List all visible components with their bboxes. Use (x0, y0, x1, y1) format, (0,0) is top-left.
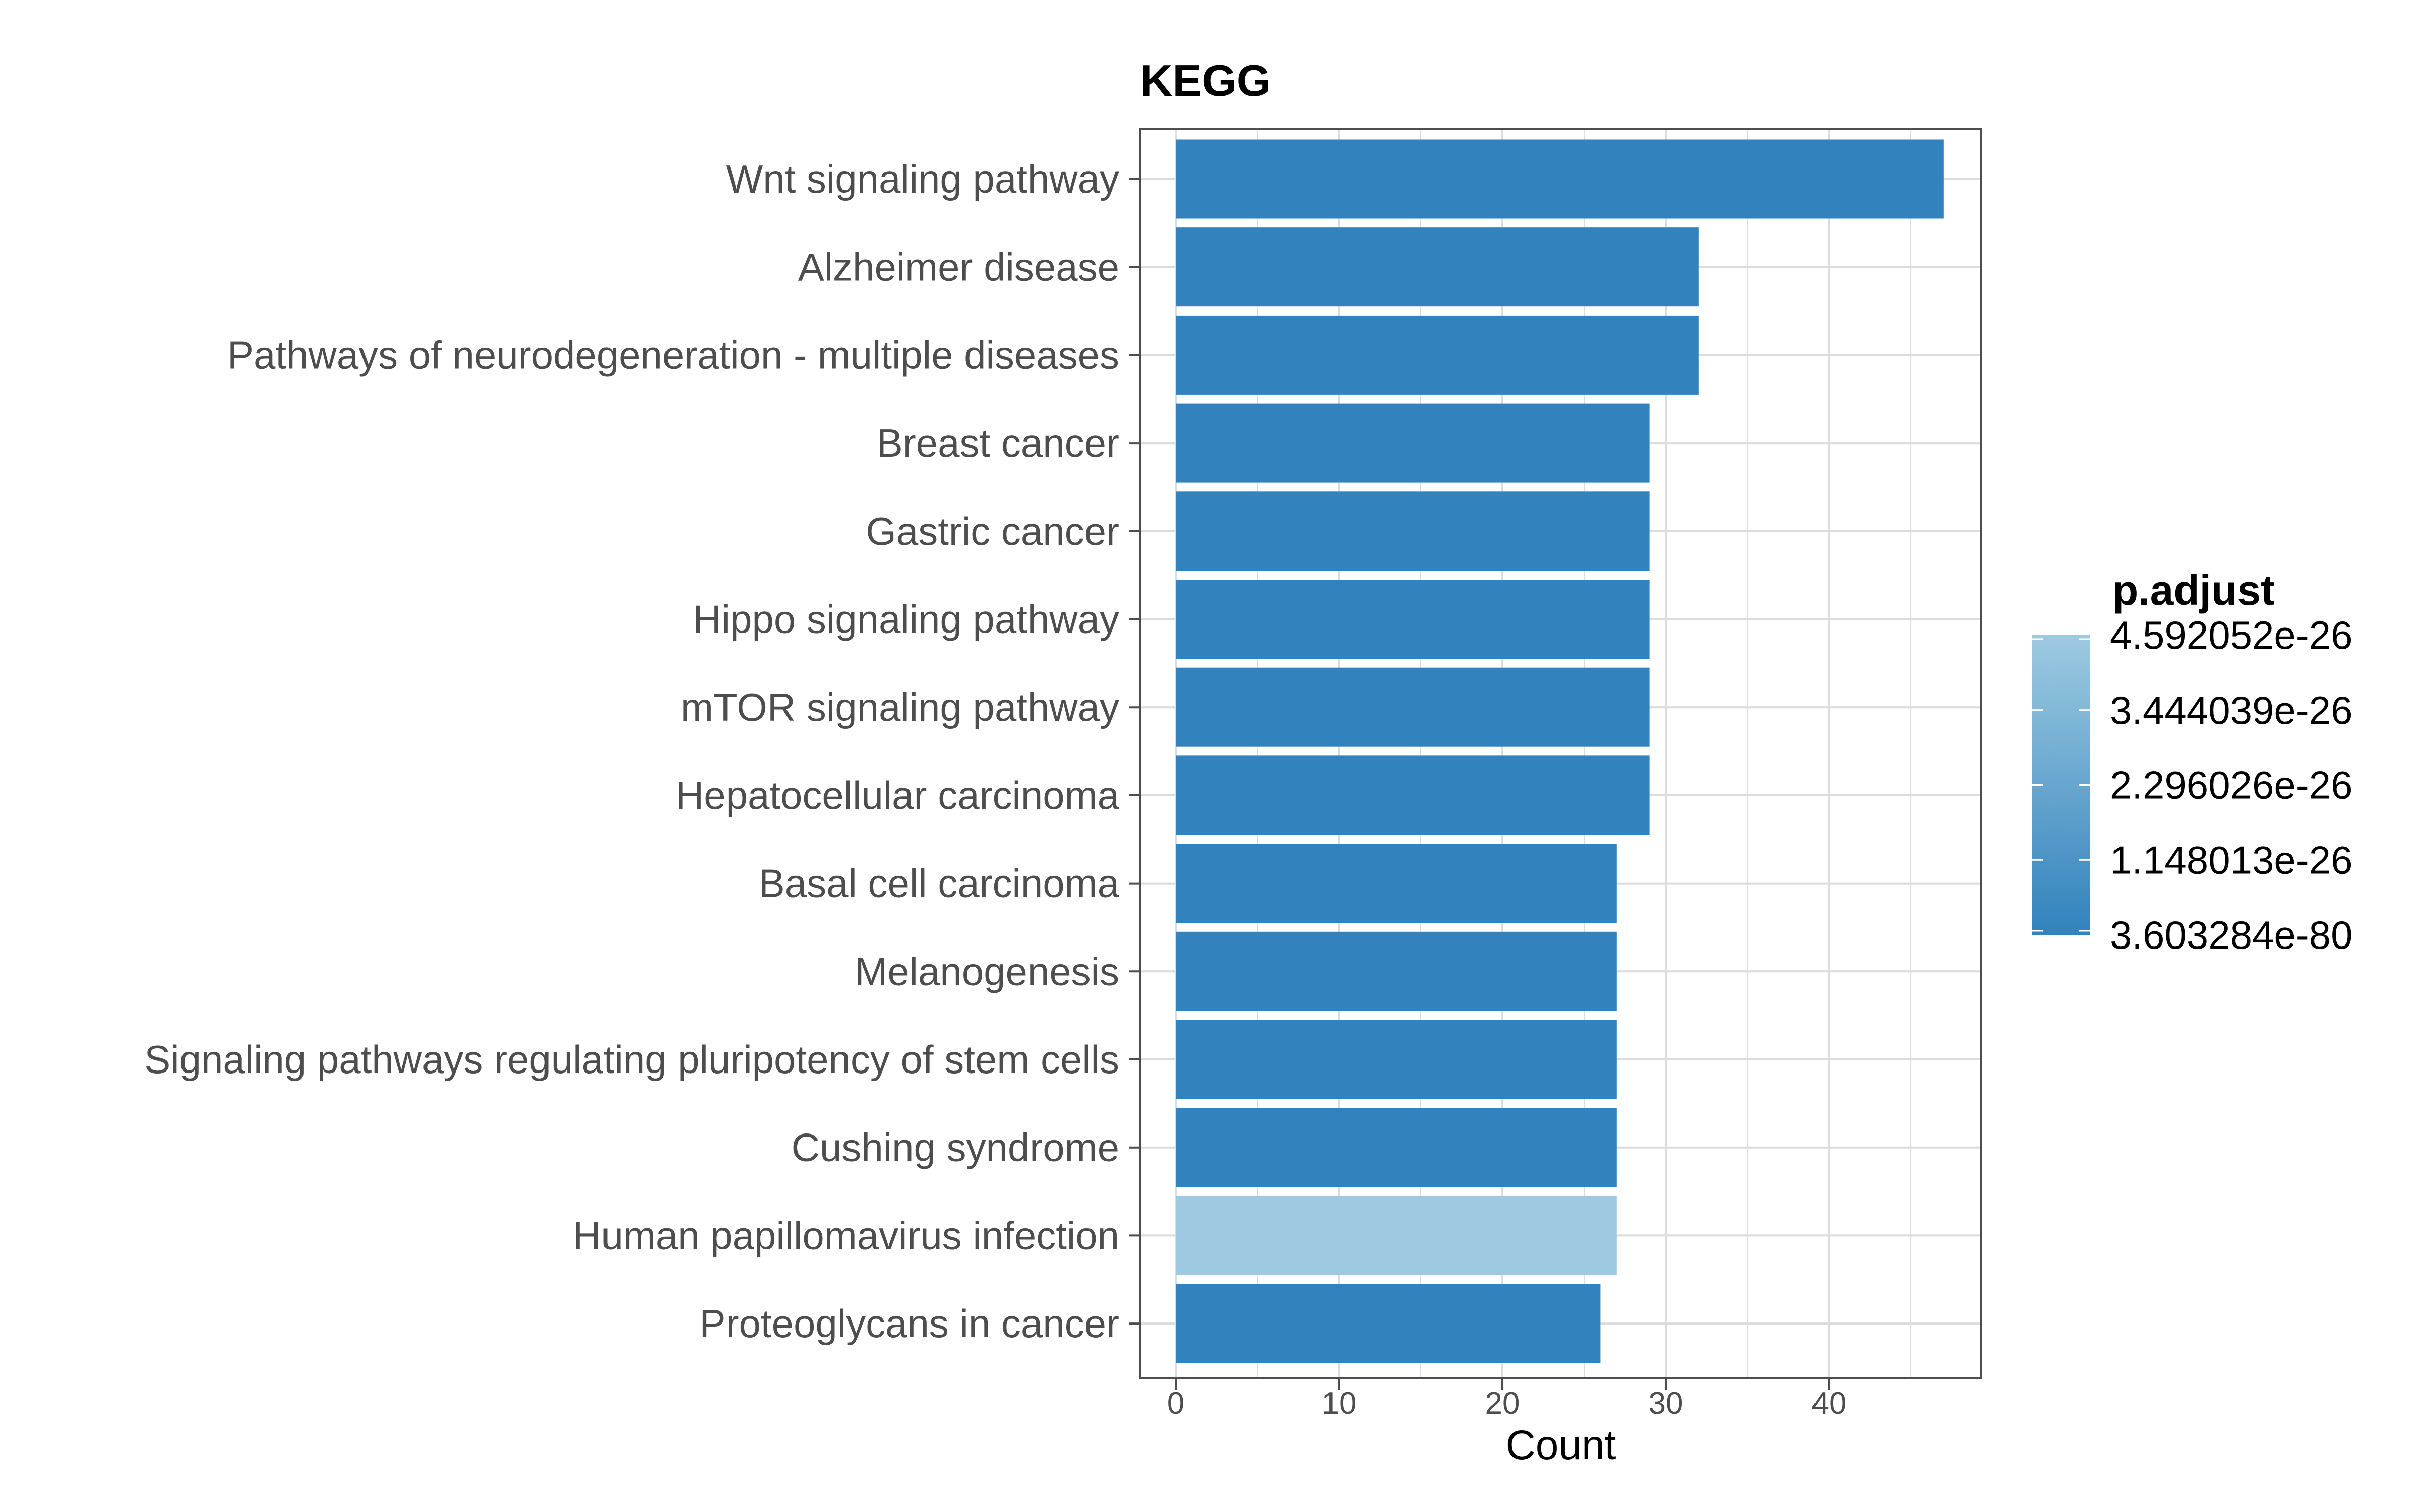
bar (1176, 1284, 1601, 1363)
bars (1176, 139, 1944, 1363)
x-axis-title: Count (1506, 1422, 1616, 1468)
legend-label: 4.592052e-26 (2110, 613, 2352, 657)
bar (1176, 1195, 1617, 1275)
bar (1176, 667, 1650, 747)
bar (1176, 491, 1650, 571)
legend-label: 1.148013e-26 (2110, 838, 2352, 882)
category-label: Hippo signaling pathway (693, 597, 1119, 642)
x-tick-label: 0 (1167, 1386, 1184, 1421)
category-label: Alzheimer disease (798, 245, 1119, 289)
bar (1176, 315, 1699, 395)
legend-title: p.adjust (2112, 566, 2275, 614)
bar (1176, 580, 1650, 659)
bar (1176, 139, 1944, 219)
legend-label: 3.444039e-26 (2110, 688, 2352, 732)
category-label: mTOR signaling pathway (681, 685, 1119, 729)
bar (1176, 931, 1617, 1011)
category-label: Breast cancer (877, 421, 1119, 465)
plot-panel-border (1139, 128, 1982, 1379)
legend-label: 3.603284e-80 (2110, 913, 2352, 957)
category-label: Wnt signaling pathway (726, 157, 1119, 201)
category-label: Hepatocellular carcinoma (676, 773, 1120, 817)
bar (1176, 844, 1617, 923)
bar (1176, 227, 1699, 307)
legend-labels: 4.592052e-26 3.444039e-26 2.296026e-26 1.14… (2032, 613, 2352, 957)
bar (1176, 403, 1650, 483)
category-label: Melanogenesis (855, 949, 1119, 993)
x-tick-label: 10 (1322, 1386, 1357, 1421)
category-labels: Wnt signaling pathway Alzheimer disease Pa… (144, 157, 1140, 1346)
legend: p.adjust 4.592052e-26 3.444039e-26 2.29602… (2032, 566, 2352, 957)
bar (1176, 1020, 1617, 1099)
x-tick-label: 30 (1649, 1386, 1683, 1421)
x-tick-label: 40 (1812, 1386, 1847, 1421)
bar (1176, 755, 1650, 835)
category-label: Signaling pathways regulating pluripoten… (144, 1037, 1119, 1082)
category-label: Human papillomavirus infection (573, 1213, 1119, 1257)
legend-label: 2.296026e-26 (2110, 763, 2352, 807)
category-label: Pathways of neurodegeneration - multiple… (227, 333, 1119, 377)
bar (1176, 1108, 1617, 1187)
category-label: Basal cell carcinoma (759, 861, 1120, 906)
category-label: Gastric cancer (866, 509, 1119, 553)
x-tick-label: 20 (1485, 1386, 1520, 1421)
x-axis-ticks: 0 10 20 30 40 (1167, 1378, 1847, 1421)
category-label: Proteoglycans in cancer (700, 1301, 1119, 1346)
chart-title: KEGG (1140, 55, 1271, 105)
category-label: Cushing syndrome (792, 1125, 1119, 1170)
